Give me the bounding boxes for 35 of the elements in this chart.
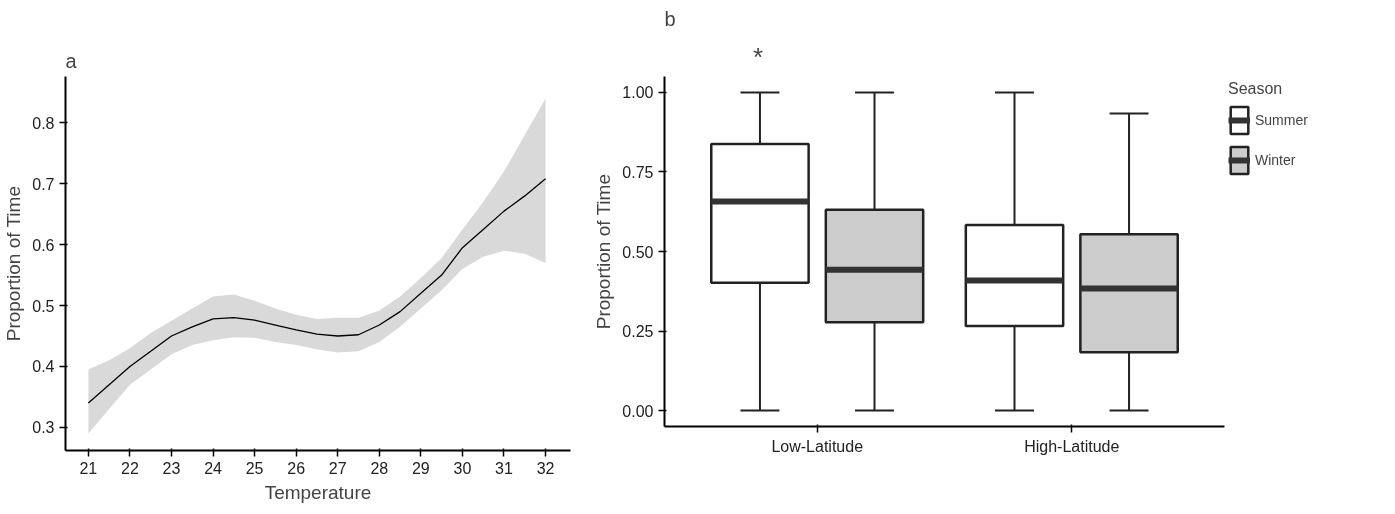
y-tick-label: 0.8 [32,114,55,132]
x-tick-label: Low-Latitude [771,437,864,455]
y-tick-label: 0.25 [622,323,654,341]
y-tick-label: 0.3 [32,419,55,437]
x-tick-label: 31 [495,459,513,477]
legend-title: Season [1228,80,1284,98]
line-series [87,178,547,404]
x-tick-label: 27 [328,459,347,477]
y-tick-label: 0.00 [622,402,654,420]
x-axis-title: Temperature [264,481,372,503]
y-tick-label: 1.00 [622,84,654,102]
y-tick-label: 0.75 [622,163,654,181]
x-tick-label: 26 [287,459,306,477]
x-tick-label: 24 [204,459,223,477]
y-axis-title: Proportion of Time [3,186,25,342]
y-tick-label: 0.4 [32,358,55,376]
text: * [752,41,764,72]
y-tick-label: 0.7 [32,175,55,193]
x-tick-label: 22 [121,459,139,477]
x-tick-label: 30 [453,459,472,477]
chart-title: a [65,49,78,72]
x-tick-label: 21 [79,459,98,477]
x-tick-label: 32 [536,459,555,477]
y-tick-label: 0.50 [622,243,654,261]
legend-label: Winter [1255,152,1296,168]
y-tick-label: 0.5 [32,297,55,315]
x-tick-label: 29 [411,459,430,477]
legend-label: Summer [1255,112,1308,128]
x-tick-label: 23 [162,459,181,477]
x-tick-label: 28 [370,459,389,477]
x-tick-label: High-Latitude [1024,437,1120,455]
y-axis-title: Proportion of Time [593,174,615,330]
chart-title: b [664,7,676,30]
y-tick-label: 0.6 [32,236,55,254]
x-tick-label: 25 [245,459,264,477]
